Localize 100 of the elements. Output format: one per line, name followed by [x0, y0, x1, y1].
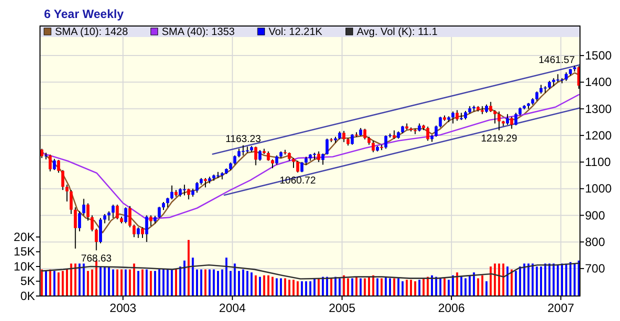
bar — [146, 269, 148, 296]
candlestick — [535, 91, 538, 102]
candlestick — [170, 184, 174, 200]
candlestick — [136, 226, 140, 238]
bar — [355, 276, 358, 296]
bar — [188, 240, 190, 296]
bar — [175, 269, 178, 296]
bar — [263, 275, 266, 296]
bar — [368, 276, 370, 296]
bar — [565, 264, 568, 296]
bar — [313, 278, 316, 296]
bar — [452, 275, 454, 296]
bar — [230, 270, 232, 296]
candlestick — [275, 154, 278, 166]
candlestick — [116, 204, 119, 220]
candlestick — [242, 144, 245, 156]
bar — [402, 281, 404, 296]
bar — [74, 264, 76, 296]
bar — [384, 276, 387, 296]
bar — [532, 264, 534, 296]
bar — [154, 270, 156, 296]
bar — [133, 264, 136, 296]
legend-label: Vol: 12.21K — [268, 26, 322, 38]
bar — [116, 269, 118, 296]
bar — [284, 278, 286, 296]
bar — [221, 269, 224, 296]
bar — [238, 270, 240, 296]
bar — [192, 258, 194, 296]
bar — [318, 278, 320, 296]
candlestick — [86, 202, 90, 222]
candlestick — [514, 112, 518, 126]
candlestick — [48, 154, 52, 172]
candlestick — [107, 210, 110, 222]
bar — [502, 264, 504, 296]
bar — [242, 269, 244, 296]
candlestick — [166, 197, 170, 208]
y2-tick-label: 5K — [20, 274, 35, 288]
bar — [468, 275, 471, 296]
x-tick-label: 2006 — [438, 301, 466, 315]
bar — [477, 278, 480, 296]
candlestick — [434, 125, 438, 138]
bar — [196, 269, 198, 296]
bar — [166, 269, 169, 296]
bar — [380, 278, 383, 296]
y-tick-label: 800 — [585, 234, 606, 249]
candlestick — [258, 150, 262, 162]
candlestick — [74, 206, 77, 250]
candlestick — [112, 204, 115, 218]
bar — [561, 264, 564, 296]
bar — [53, 270, 56, 296]
bar — [66, 269, 68, 296]
bar — [322, 276, 324, 296]
bar — [460, 276, 462, 296]
x-tick-label: 2005 — [328, 301, 356, 315]
legend-label: SMA (10): 1428 — [55, 26, 128, 38]
candlestick — [317, 150, 320, 163]
bar — [439, 278, 442, 296]
bar — [456, 272, 458, 296]
candlestick — [438, 116, 442, 128]
bar — [569, 262, 572, 296]
y2-tick-label: 20K — [14, 230, 35, 244]
candlestick — [158, 206, 161, 218]
bar — [351, 278, 354, 296]
x-tick-label: 2003 — [110, 301, 137, 315]
bar — [410, 280, 412, 296]
bar — [212, 269, 215, 296]
candlestick — [149, 214, 152, 226]
bar — [372, 275, 374, 296]
bar — [158, 269, 160, 296]
bar — [120, 269, 123, 296]
bar — [86, 270, 89, 296]
candlestick — [451, 110, 454, 124]
y2-tick-label: 0K — [20, 289, 35, 303]
annotation: 1461.57 — [538, 54, 576, 66]
candlestick — [296, 160, 300, 174]
candlestick — [493, 110, 496, 124]
bar — [91, 269, 94, 296]
bar — [414, 281, 416, 296]
candlestick — [57, 159, 60, 174]
bar — [544, 264, 546, 296]
chart-title: 6 Year Weekly — [44, 7, 124, 21]
candlestick — [182, 184, 186, 196]
bar — [330, 278, 332, 296]
bar — [418, 280, 420, 296]
candlestick — [266, 150, 270, 162]
candlestick — [145, 214, 148, 242]
bar — [292, 280, 295, 296]
y-tick-label: 1200 — [585, 128, 612, 142]
bar — [334, 276, 336, 296]
bar — [112, 269, 114, 296]
y-tick-label: 1300 — [585, 102, 612, 116]
bar — [276, 278, 278, 296]
bar — [225, 258, 228, 296]
candlestick — [300, 162, 304, 173]
bar — [422, 278, 425, 296]
candlestick — [90, 214, 94, 232]
bar — [258, 276, 261, 296]
bar — [70, 264, 72, 296]
bar — [100, 266, 102, 296]
bar — [527, 264, 530, 296]
